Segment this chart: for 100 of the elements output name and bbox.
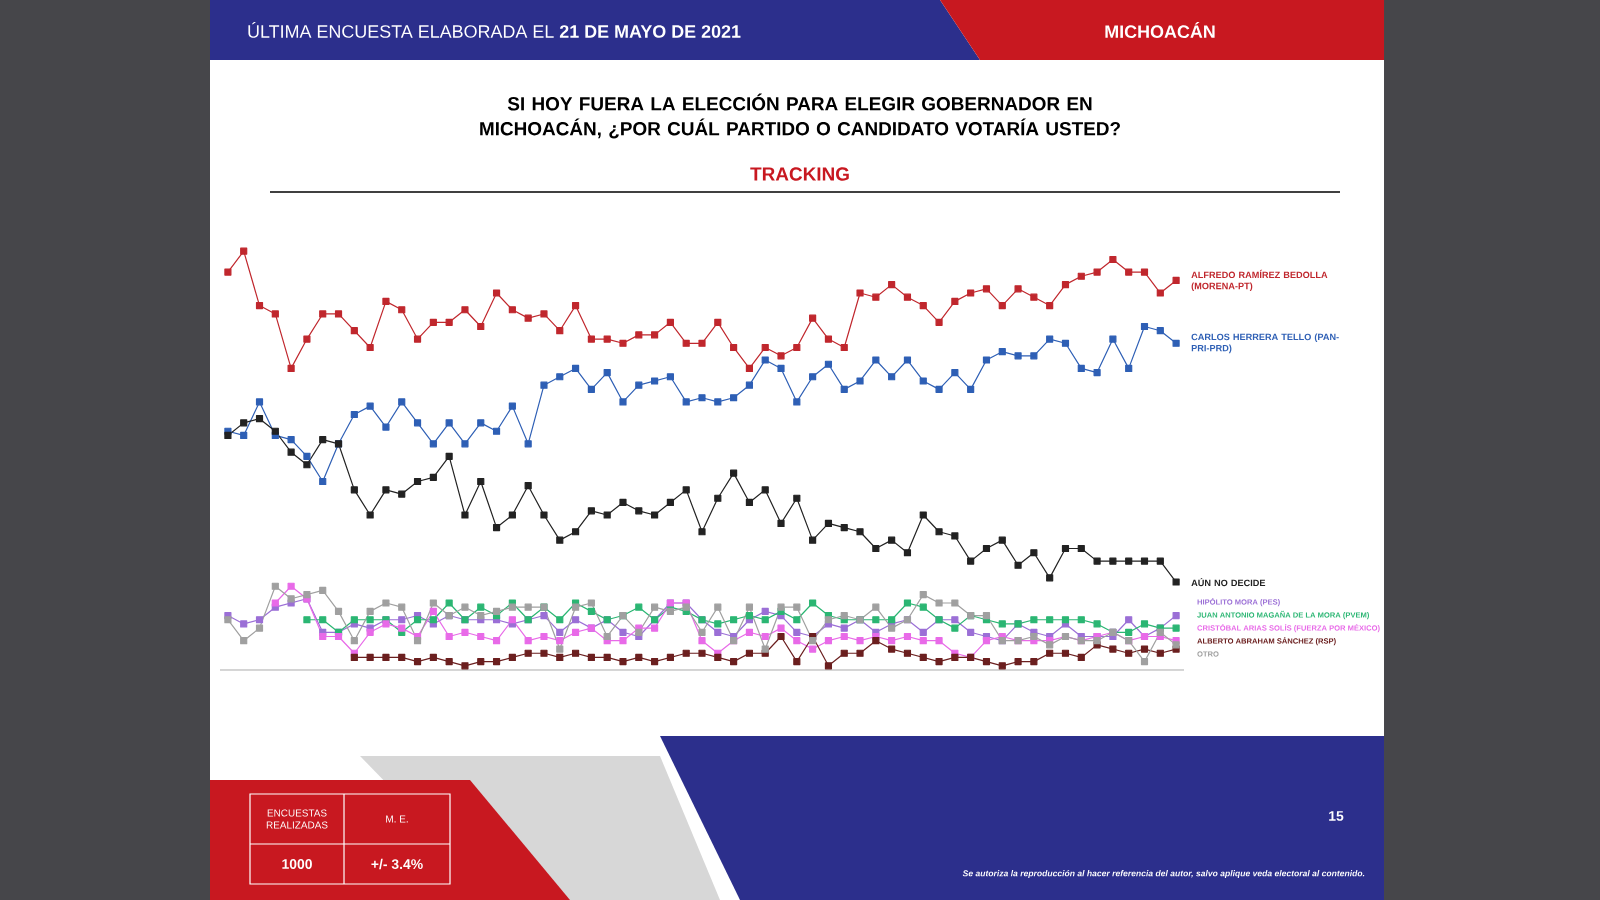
text: MICHOACÁN	[1105, 21, 1215, 39]
point	[382, 653, 390, 662]
point	[603, 653, 611, 662]
point	[840, 632, 848, 641]
point	[1046, 616, 1054, 624]
point	[556, 616, 564, 624]
point	[413, 616, 422, 624]
point	[1172, 624, 1180, 632]
point	[1140, 620, 1149, 628]
point	[619, 637, 627, 645]
point	[935, 637, 943, 645]
point	[492, 637, 501, 645]
point	[777, 632, 785, 641]
point	[745, 628, 754, 636]
point	[730, 616, 738, 624]
chart-title: SI HOY FUERA LA ELECCIÓN PARA ELEGIR GOBERNADOR EN MICHOACÁN, ¿POR CUÁL PARTIDO O CANDIDATO VOTARÍA USTED?	[480, 93, 1120, 139]
point	[935, 658, 943, 666]
point	[888, 645, 896, 653]
point	[508, 653, 516, 662]
point	[445, 632, 453, 641]
point	[1014, 658, 1022, 666]
point	[1093, 620, 1101, 628]
point	[872, 616, 880, 624]
point	[1077, 653, 1085, 662]
point	[856, 637, 864, 645]
point	[635, 603, 643, 611]
point	[461, 662, 469, 670]
point	[682, 649, 690, 657]
point	[951, 653, 959, 662]
point	[903, 632, 912, 641]
point	[1046, 649, 1054, 657]
point	[587, 607, 595, 615]
point	[319, 616, 327, 624]
point	[840, 649, 848, 657]
point	[809, 599, 817, 607]
point	[793, 637, 801, 645]
point	[1030, 616, 1038, 624]
point	[714, 653, 722, 662]
point	[524, 649, 532, 657]
point	[492, 658, 501, 666]
point	[571, 649, 580, 657]
point	[587, 653, 595, 662]
point	[730, 658, 738, 666]
point	[319, 632, 327, 641]
point	[477, 658, 485, 666]
point	[745, 649, 754, 657]
point	[445, 599, 453, 607]
point	[1061, 649, 1070, 657]
point	[666, 653, 674, 662]
point	[982, 637, 991, 645]
point	[413, 658, 422, 666]
point	[524, 637, 532, 645]
point	[1077, 616, 1085, 624]
point	[366, 616, 374, 624]
point	[745, 611, 754, 620]
point	[366, 653, 374, 662]
point	[303, 616, 311, 624]
point	[398, 653, 406, 662]
point	[793, 616, 801, 624]
point	[429, 653, 437, 662]
point	[556, 653, 564, 662]
point	[698, 637, 706, 645]
text: ÚLTIMA ENCUESTA ELABORADA EL 21 DE MAYO DE 2021	[248, 22, 741, 38]
point	[619, 658, 627, 666]
point	[824, 662, 833, 670]
point	[872, 637, 880, 645]
point	[350, 653, 358, 662]
point	[809, 645, 817, 653]
point	[1156, 649, 1164, 657]
point	[919, 603, 927, 611]
point	[445, 658, 453, 666]
point	[998, 662, 1006, 670]
chart-subtitle: TRACKING	[750, 167, 849, 181]
point	[793, 658, 801, 666]
point	[429, 607, 437, 615]
point	[888, 637, 896, 645]
point	[714, 620, 722, 628]
point	[556, 637, 564, 645]
point	[287, 582, 295, 590]
point	[1125, 649, 1133, 657]
point	[856, 649, 864, 657]
point	[1030, 658, 1038, 666]
point	[651, 624, 659, 632]
point	[903, 649, 912, 657]
point	[651, 658, 659, 666]
point	[477, 632, 485, 641]
point	[919, 637, 927, 645]
point	[761, 616, 769, 624]
point	[635, 653, 643, 662]
point	[334, 632, 343, 641]
point	[1109, 645, 1117, 653]
point	[461, 628, 469, 636]
point	[824, 637, 833, 645]
point	[571, 628, 580, 636]
point	[777, 624, 785, 632]
point	[951, 624, 959, 632]
point	[982, 658, 991, 666]
point	[540, 649, 548, 657]
point	[477, 603, 485, 611]
point	[540, 632, 548, 641]
